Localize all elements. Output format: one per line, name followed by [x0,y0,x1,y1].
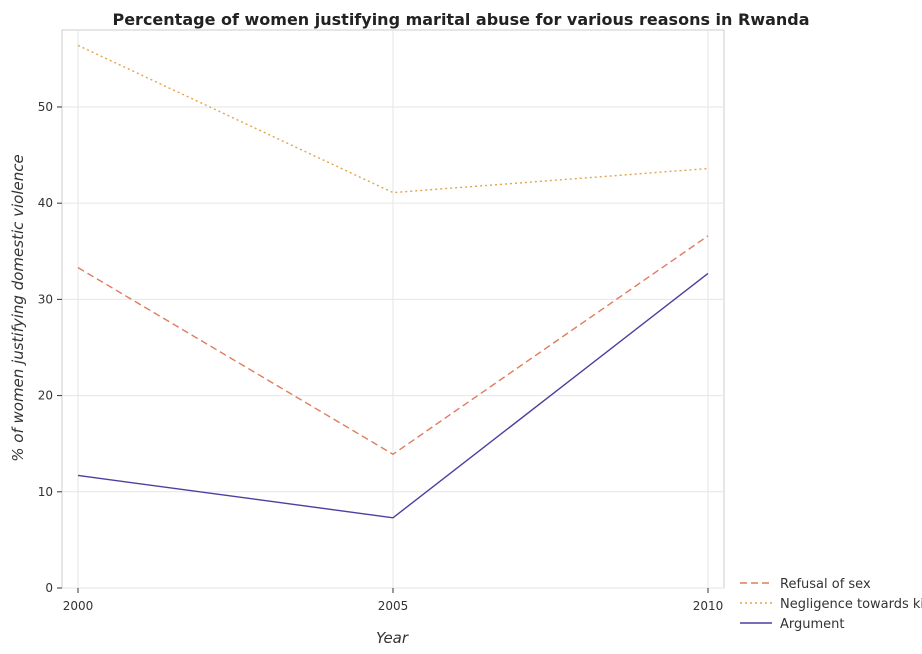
y-axis-label: % of women justifying domestic violence [9,154,27,462]
legend-label: Negligence towards kids [780,597,922,612]
x-tick-label: 2000 [63,599,94,613]
y-tick-label: 30 [38,292,53,306]
y-tick-label: 40 [38,196,53,210]
legend-label: Refusal of sex [780,577,871,592]
y-tick-label: 50 [38,100,53,114]
x-axis-label: Year [376,629,409,647]
x-tick-label: 2010 [693,599,724,613]
axes: 0 10 20 30 40 50 2000 2005 2010 [38,100,724,613]
chart-title: Percentage of women justifying marital a… [112,10,809,29]
grid [62,30,724,588]
y-tick-label: 10 [38,485,53,499]
y-tick-label: 0 [45,581,53,595]
x-tick-label: 2005 [378,599,409,613]
legend-label: Argument [780,617,845,632]
legend: Refusal of sex Negligence towards kids Arg… [740,577,922,632]
y-tick-label: 20 [38,389,53,403]
